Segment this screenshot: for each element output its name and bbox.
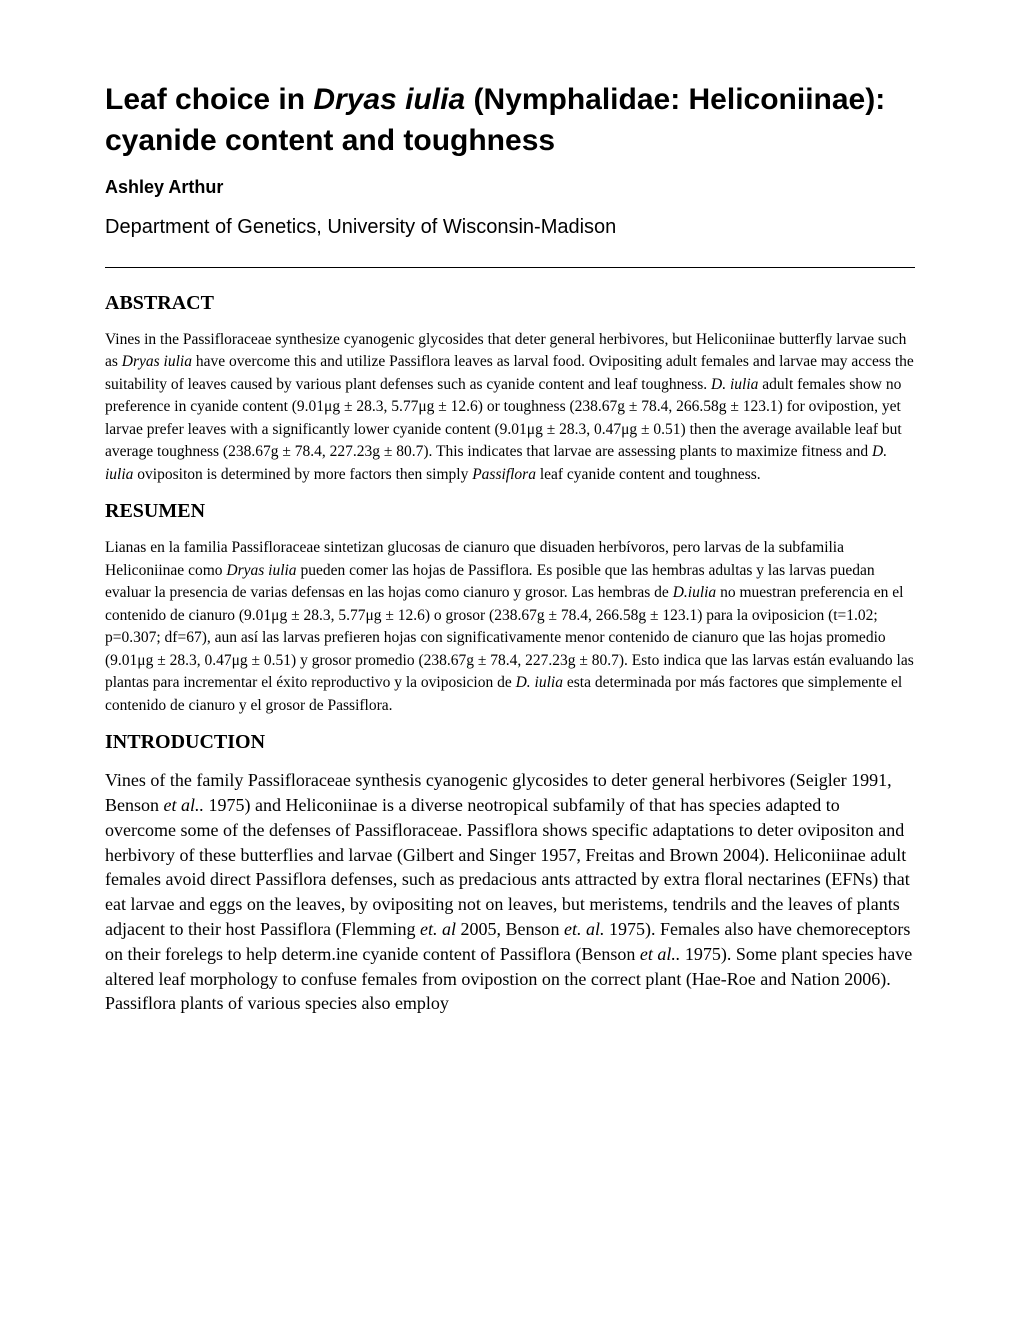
introduction-heading: INTRODUCTION <box>105 731 915 754</box>
species-name: D.iulia <box>673 584 717 601</box>
genus-name: Passiflora <box>472 466 536 483</box>
citation-italic: et. al <box>420 919 456 939</box>
title-pre: Leaf choice in <box>105 83 313 116</box>
resumen-paragraph: Lianas en la familia Passifloraceae sint… <box>105 537 915 717</box>
author-affiliation: Department of Genetics, University of Wi… <box>105 216 915 239</box>
species-name: D. iulia <box>711 376 758 393</box>
abstract-paragraph: Vines in the Passifloraceae synthesize c… <box>105 329 915 486</box>
intro-text: 1975) and Heliconiinae is a diverse neot… <box>105 795 910 939</box>
species-name: Dryas iulia <box>226 562 296 579</box>
paper-title: Leaf choice in Dryas iulia (Nymphalidae:… <box>105 80 915 161</box>
abstract-heading: ABSTRACT <box>105 292 915 315</box>
species-name: Dryas iulia <box>122 353 192 370</box>
abstract-text: leaf cyanide content and toughness. <box>536 466 761 483</box>
author-name: Ashley Arthur <box>105 177 915 198</box>
paper-page: Leaf choice in Dryas iulia (Nymphalidae:… <box>0 0 1020 1056</box>
citation-italic: et al.. <box>164 795 205 815</box>
resumen-text: pueden comer las hojas de Passiflora <box>297 562 529 579</box>
title-species: Dryas iulia <box>313 83 465 116</box>
divider-rule <box>105 267 915 268</box>
abstract-text: ovipositon is determined by more factors… <box>133 466 472 483</box>
introduction-paragraph: Vines of the family Passifloraceae synth… <box>105 768 915 1016</box>
species-name: D. iulia <box>516 674 563 691</box>
citation-italic: et al.. <box>640 944 681 964</box>
resumen-heading: RESUMEN <box>105 500 915 523</box>
citation-italic: et. al. <box>564 919 605 939</box>
intro-text: 2005, Benson <box>456 919 564 939</box>
